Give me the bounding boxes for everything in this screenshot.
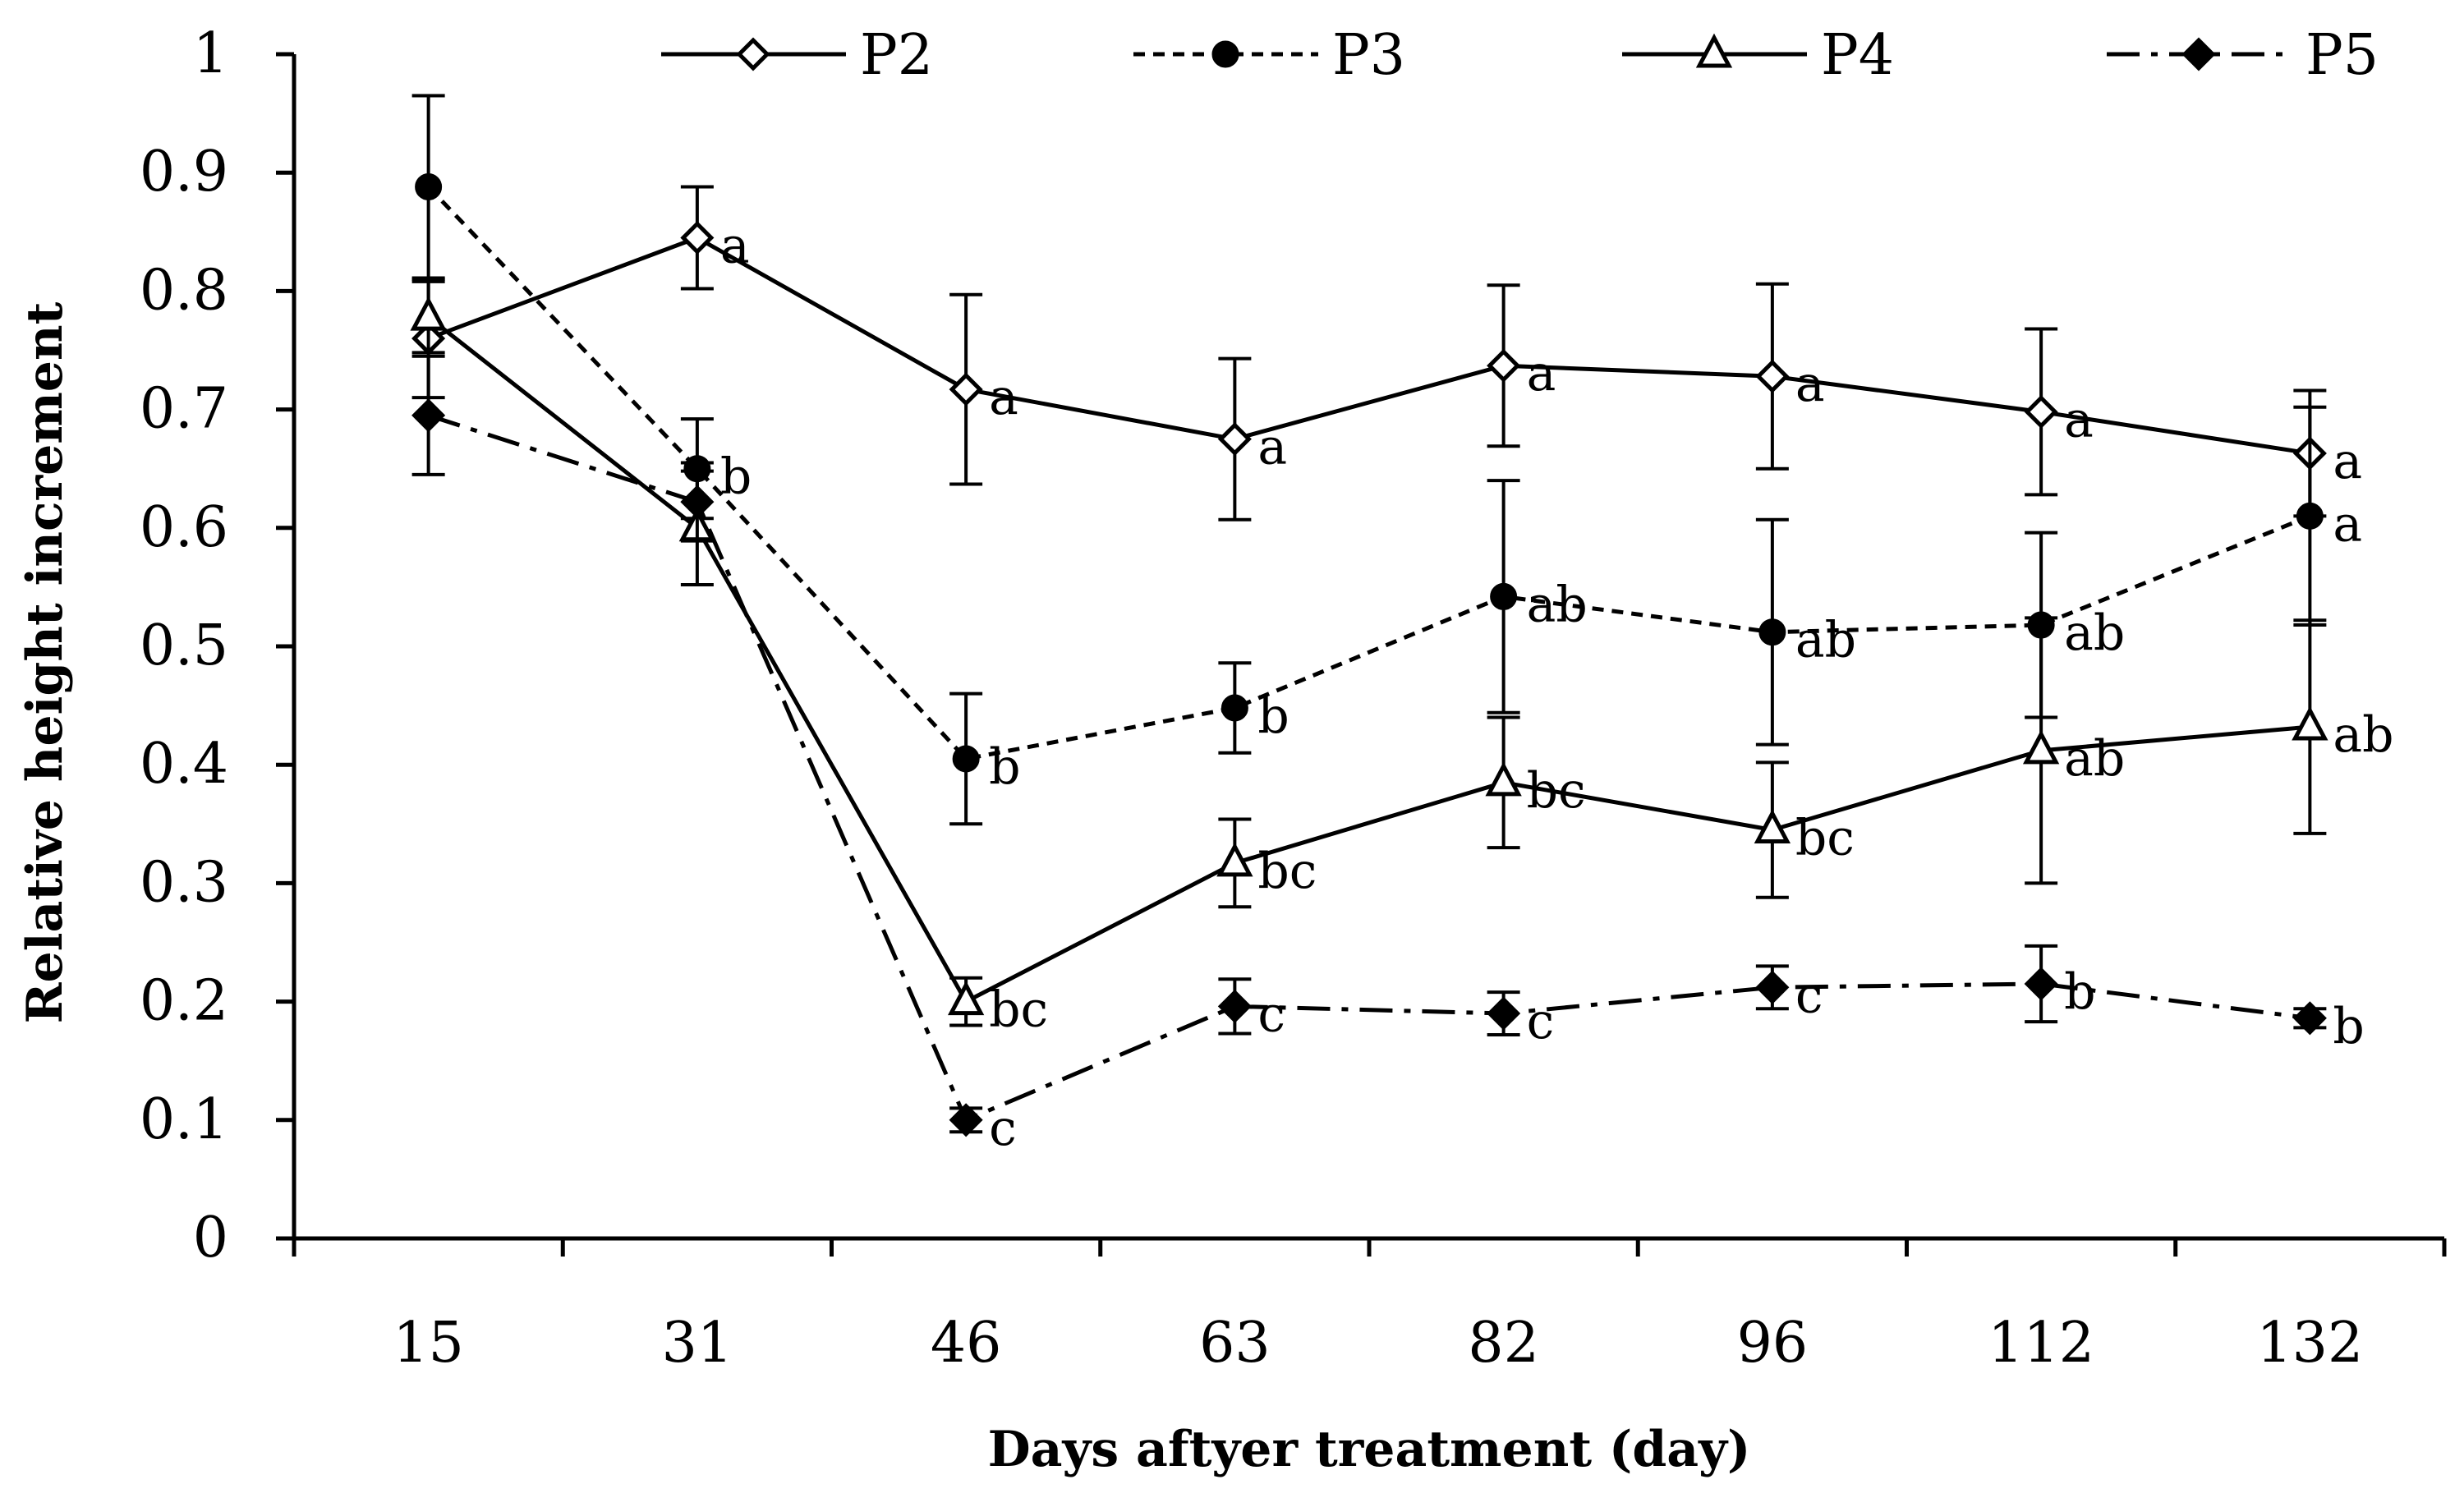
significance-label-p3: b: [989, 738, 1020, 796]
data-point-p4: [1216, 842, 1253, 877]
significance-label-p2: a: [2333, 433, 2362, 490]
data-point-p3: [415, 173, 443, 201]
significance-label-p4: ab: [2064, 730, 2125, 788]
y-tick-label: 0.9: [140, 140, 228, 204]
significance-label-p5: b: [2064, 963, 2095, 1021]
data-point-p2: [680, 220, 715, 255]
legend-label-p3: P3: [1332, 23, 1405, 88]
significance-label-p2: a: [720, 218, 750, 275]
significance-label-p3: ab: [1795, 612, 1856, 669]
x-tick-label: 63: [1199, 1311, 1271, 1376]
x-tick-label: 96: [1737, 1311, 1809, 1376]
series-p5: c c c c b b: [411, 354, 2365, 1157]
y-axis-title: Relative height increment: [16, 301, 74, 1023]
data-point-p2: [2024, 394, 2058, 430]
significance-label-p4: bc: [989, 981, 1048, 1039]
data-point-p4: [1485, 761, 1522, 797]
y-tick-label: 0.7: [140, 377, 228, 442]
y-tick-label: 0.3: [140, 850, 228, 915]
significance-label-p5: c: [1257, 986, 1285, 1043]
legend-label-p4: P4: [1821, 23, 1894, 88]
y-tick-label: 0.6: [140, 495, 228, 560]
significance-label-p3: b: [1257, 687, 1289, 745]
series-line-p5: [427, 413, 2310, 1123]
significance-label-p3: a: [2333, 495, 2362, 553]
data-point-p4: [2292, 705, 2328, 741]
data-point-p5: [411, 398, 446, 433]
legend-item-p3: P3: [1133, 23, 1405, 88]
legend-item-p2: P2: [661, 23, 933, 88]
legend-marker-p3: [1211, 40, 1239, 68]
significance-label-p3: b: [720, 448, 752, 506]
y-tick-label: 0.4: [140, 732, 228, 797]
x-tick-label: 132: [2256, 1311, 2363, 1376]
series-line-p3: [426, 185, 2311, 761]
y-tick-label: 0.8: [140, 258, 228, 323]
legend-label-p2: P2: [860, 23, 933, 88]
data-point-p4: [410, 296, 447, 331]
data-point-p3: [2296, 502, 2324, 530]
y-tick-label: 1: [193, 21, 228, 86]
significance-label-p4: bc: [1527, 762, 1586, 820]
data-point-p2: [1755, 359, 1790, 393]
significance-label-p4: ab: [2333, 706, 2393, 764]
y-tick-label: 0.2: [140, 969, 228, 1034]
data-point-p3: [952, 745, 980, 773]
data-point-p3: [1490, 582, 1518, 610]
data-point-p2: [1217, 422, 1252, 457]
legend-item-p4: P4: [1622, 23, 1894, 88]
significance-label-p5: b: [2333, 998, 2364, 1055]
data-point-p3: [1758, 618, 1786, 646]
significance-label-p3: ab: [1527, 576, 1588, 633]
data-point-p5: [1217, 989, 1252, 1023]
series-p3: b b b ab ab ab a: [411, 94, 2362, 826]
legend-marker-p5: [2181, 37, 2216, 71]
x-tick-label: 112: [1988, 1311, 2094, 1376]
y-tick-label: 0.5: [140, 613, 228, 678]
data-point-p2: [949, 372, 983, 407]
significance-label-p2: a: [1795, 356, 1825, 413]
data-point-p5: [2024, 967, 2058, 1001]
legend: P2 P3 P4 P5: [661, 23, 2379, 88]
significance-label-p3: ab: [2064, 604, 2125, 662]
data-point-p4: [947, 981, 985, 1016]
series-p2: a a a a a a a: [411, 185, 2362, 521]
x-tick-label: 31: [662, 1311, 733, 1376]
legend-marker-p2: [736, 37, 770, 71]
x-axis-title: Days aftyer treatment (day): [988, 1421, 1751, 1478]
data-point-p5: [1755, 970, 1790, 1004]
significance-label-p2: a: [1527, 345, 1556, 402]
x-tick-label: 82: [1468, 1311, 1539, 1376]
significance-label-p2: a: [2064, 391, 2094, 448]
data-point-p3: [1221, 694, 1248, 722]
significance-label-p5: c: [989, 1100, 1017, 1157]
data-point-p4: [2022, 729, 2060, 765]
series-line-p2: [427, 236, 2310, 456]
data-point-p4: [1754, 809, 1791, 844]
data-point-p5: [949, 1103, 983, 1137]
y-tick-label: 0.1: [140, 1087, 228, 1152]
x-tick-label: 15: [393, 1311, 464, 1376]
significance-label-p2: a: [1257, 419, 1287, 476]
significance-label-p5: c: [1795, 967, 1823, 1024]
significance-label-p5: c: [1527, 993, 1555, 1050]
significance-label-p4: bc: [1795, 810, 1855, 867]
data-point-p5: [1487, 996, 1521, 1031]
legend-label-p5: P5: [2305, 23, 2379, 88]
data-point-p2: [1487, 348, 1521, 383]
data-point-p5: [680, 485, 715, 519]
legend-marker-p4: [1695, 33, 1733, 68]
axes: 0 0.1 0.2 0.3 0.4 0.5 0.6 0.7 0.8 0.9 1 15 31 46 63 82 9…: [140, 21, 2447, 1376]
significance-label-p4: bc: [1257, 843, 1317, 900]
legend-item-p5: P5: [2107, 23, 2379, 88]
x-tick-label: 46: [931, 1311, 1002, 1376]
data-point-p5: [2292, 1001, 2327, 1036]
y-tick-label: 0: [193, 1206, 228, 1270]
significance-label-p2: a: [989, 369, 1018, 426]
